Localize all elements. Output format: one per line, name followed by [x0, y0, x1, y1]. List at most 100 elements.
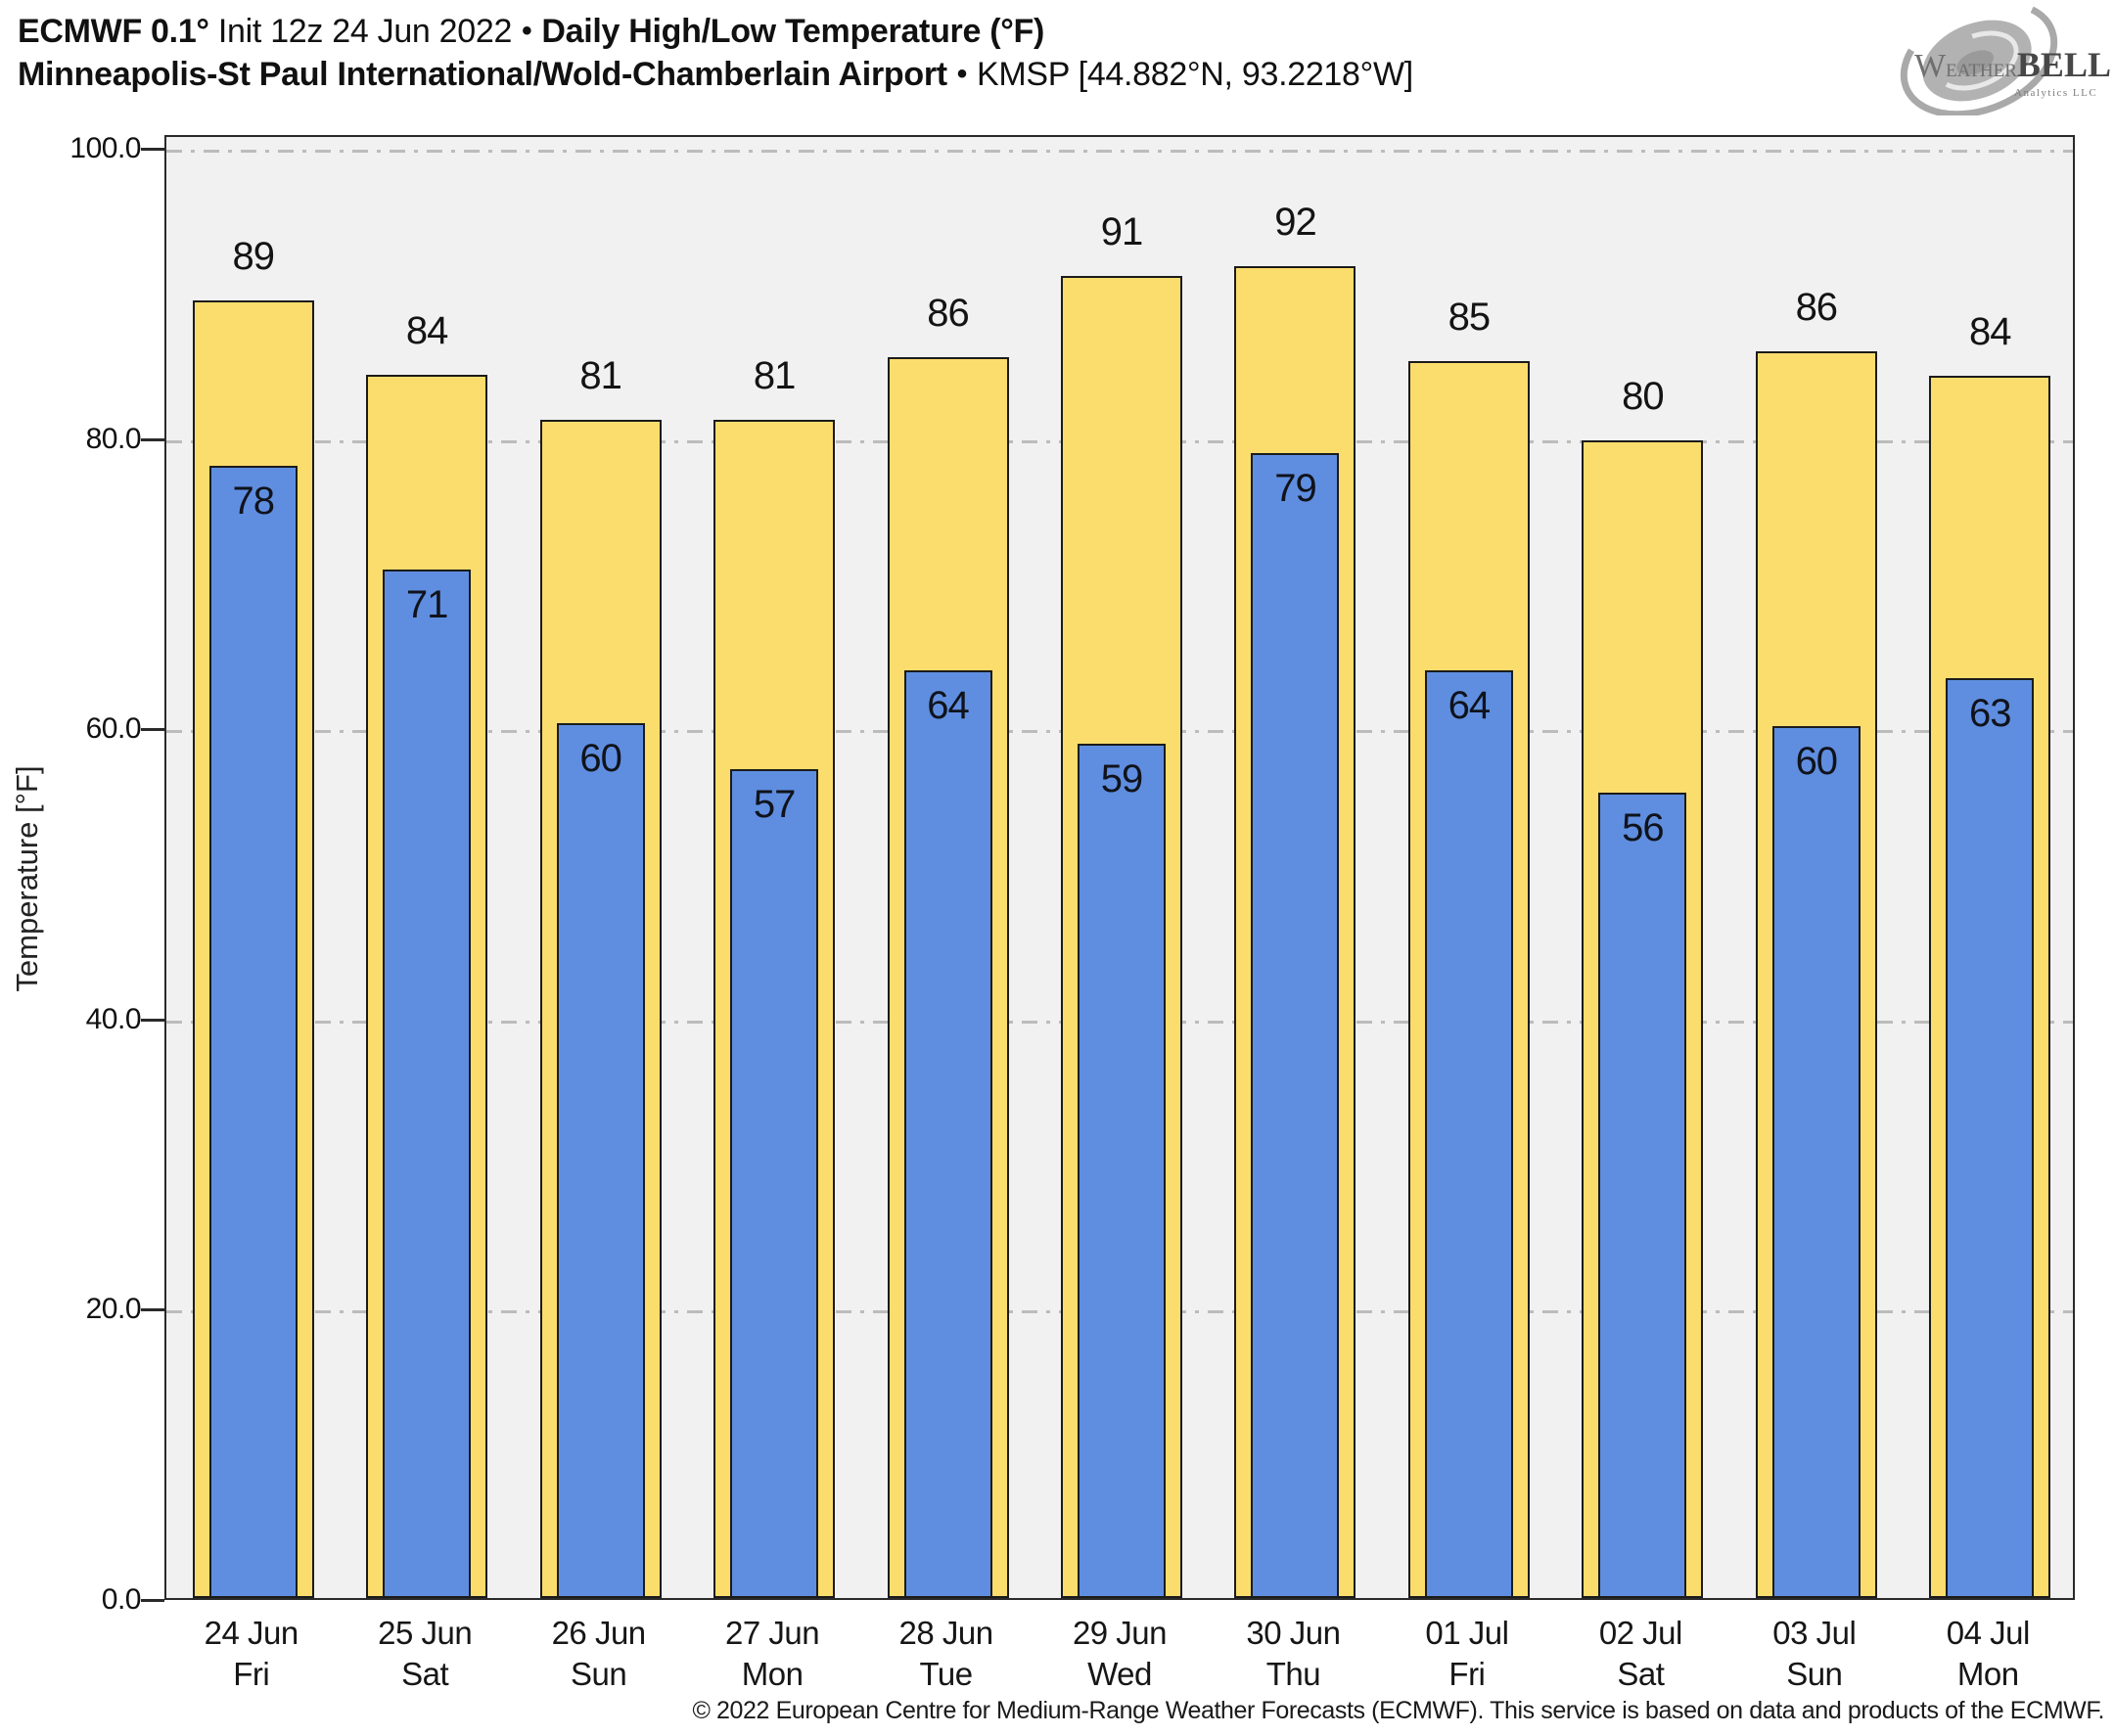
- x-label-day: Mon: [741, 1656, 804, 1692]
- x-label-date: 26 Jun: [551, 1615, 647, 1651]
- low-bar-26-Jun: 60: [556, 722, 645, 1598]
- svg-text:WEATHERBELL: WEATHERBELL: [1914, 45, 2111, 84]
- logo-word-bell: BELL: [2017, 45, 2111, 84]
- x-label-01-Jul: 01 Jul Fri: [1380, 1613, 1553, 1695]
- y-tick-label-40: 40.0: [85, 1002, 142, 1035]
- low-value-label: 60: [1795, 739, 1839, 783]
- title-variable: Daily High/Low Temperature (°F): [541, 13, 1045, 50]
- low-bar-01-Jul: 64: [1424, 670, 1513, 1598]
- low-bar-28-Jun: 64: [903, 670, 992, 1598]
- subtitle-station: Minneapolis-St Paul International/Wold-C…: [18, 56, 947, 93]
- high-value-label: 86: [927, 292, 969, 336]
- x-label-day: Sun: [571, 1656, 627, 1692]
- high-value-label: 91: [1100, 210, 1143, 253]
- chart-title-line2: Minneapolis-St Paul International/Wold-C…: [18, 53, 1413, 96]
- logo-tagline: Analytics LLC: [2014, 87, 2097, 99]
- low-value-label: 59: [1100, 756, 1144, 800]
- high-value-label: 85: [1448, 296, 1491, 340]
- y-tick-mark: [141, 1018, 164, 1022]
- x-label-day: Sat: [1617, 1656, 1665, 1692]
- x-label-04-Jul: 04 Jul Mon: [1902, 1613, 2075, 1695]
- copyright-note: © 2022 European Centre for Medium-Range …: [692, 1697, 2104, 1724]
- subtitle-bullet: •: [956, 58, 968, 90]
- x-label-day: Thu: [1265, 1656, 1321, 1692]
- x-label-day: Fri: [233, 1656, 270, 1692]
- x-label-02-Jul: 02 Jul Sat: [1554, 1613, 1727, 1695]
- x-label-day: Wed: [1087, 1656, 1152, 1692]
- low-bar-24-Jun: 78: [208, 466, 298, 1598]
- x-label-date: 01 Jul: [1425, 1615, 1509, 1651]
- low-bar-02-Jul: 56: [1598, 792, 1687, 1598]
- high-value-label: 86: [1795, 286, 1838, 330]
- high-value-label: 84: [405, 308, 448, 352]
- y-tick-mark: [141, 1308, 164, 1312]
- low-value-label: 60: [579, 736, 622, 780]
- low-value-label: 57: [753, 783, 797, 827]
- low-value-label: 63: [1969, 691, 2012, 735]
- high-value-label: 89: [232, 235, 274, 279]
- low-value-label: 56: [1622, 805, 1665, 849]
- title-init: Init 12z 24 Jun 2022: [217, 13, 513, 50]
- plot-canvas: 89 78 84 71 81 60 81 57 86 64 91 59 92 79 85 64 80 56 86 60…: [166, 137, 2073, 1598]
- low-value-label: 64: [1448, 684, 1492, 728]
- low-value-label: 64: [927, 684, 970, 728]
- chart-title-line1: ECMWF 0.1° Init 12z 24 Jun 2022 • Daily Hi…: [18, 10, 1413, 53]
- high-value-label: 84: [1969, 310, 2011, 354]
- x-label-day: Tue: [919, 1656, 973, 1692]
- title-bullet: •: [522, 15, 532, 47]
- x-label-date: 27 Jun: [725, 1615, 820, 1651]
- x-label-date: 25 Jun: [378, 1615, 473, 1651]
- low-value-label: 71: [405, 582, 449, 626]
- high-value-label: 81: [753, 353, 796, 397]
- x-label-date: 03 Jul: [1772, 1615, 1857, 1651]
- low-value-label: 79: [1274, 466, 1317, 510]
- x-label-day: Sun: [1786, 1656, 1843, 1692]
- y-tick-label-60: 60.0: [85, 712, 142, 746]
- y-tick-mark: [141, 1599, 164, 1602]
- x-axis-labels: 24 Jun Fri 25 Jun Sat 26 Jun Sun 27 Jun Mon 28 J…: [164, 1613, 2075, 1703]
- x-label-date: 24 Jun: [204, 1615, 299, 1651]
- x-label-day: Mon: [1956, 1656, 2019, 1692]
- title-model: ECMWF 0.1°: [18, 13, 209, 50]
- high-value-label: 81: [579, 353, 621, 397]
- x-label-24-Jun: 24 Jun Fri: [164, 1613, 338, 1695]
- weatherbell-logo: WEATHERBELL Analytics LLC: [1900, 2, 2111, 115]
- x-label-date: 04 Jul: [1946, 1615, 2031, 1651]
- low-bar-04-Jul: 63: [1946, 677, 2035, 1598]
- high-value-label: 92: [1274, 200, 1316, 244]
- low-value-label: 78: [232, 480, 275, 524]
- x-label-29-Jun: 29 Jun Wed: [1033, 1613, 1206, 1695]
- x-label-25-Jun: 25 Jun Sat: [338, 1613, 511, 1695]
- low-bar-30-Jun: 79: [1251, 452, 1340, 1598]
- x-label-date: 30 Jun: [1246, 1615, 1341, 1651]
- y-tick-label-80: 80.0: [85, 422, 142, 455]
- high-value-label: 80: [1622, 374, 1664, 418]
- y-tick-label-100: 100.0: [69, 132, 141, 164]
- x-label-26-Jun: 26 Jun Sun: [512, 1613, 685, 1695]
- x-label-date: 28 Jun: [898, 1615, 993, 1651]
- y-tick-mark: [141, 148, 164, 151]
- low-bar-03-Jul: 60: [1771, 725, 1861, 1598]
- x-label-30-Jun: 30 Jun Thu: [1207, 1613, 1380, 1695]
- low-bar-29-Jun: 59: [1078, 743, 1166, 1598]
- x-label-28-Jun: 28 Jun Tue: [859, 1613, 1033, 1695]
- logo-word-w: W: [1914, 48, 1947, 84]
- x-label-date: 02 Jul: [1598, 1615, 1683, 1651]
- y-tick-mark: [141, 437, 164, 441]
- plot-area: 89 78 84 71 81 60 81 57 86 64 91 59 92 79 85 64 80 56 86 60…: [164, 135, 2075, 1600]
- x-label-03-Jul: 03 Jul Sun: [1727, 1613, 1901, 1695]
- gridline-100: [166, 150, 2073, 153]
- y-tick-label-0: 0.0: [101, 1583, 142, 1616]
- low-bar-27-Jun: 57: [730, 769, 819, 1598]
- x-label-day: Sat: [401, 1656, 449, 1692]
- y-tick-label-20: 20.0: [85, 1293, 142, 1326]
- y-tick-mark: [141, 728, 164, 732]
- x-label-day: Fri: [1448, 1656, 1486, 1692]
- low-bar-25-Jun: 71: [383, 569, 472, 1598]
- hurricane-swirl-icon: [1900, 2, 2058, 115]
- chart-header: ECMWF 0.1° Init 12z 24 Jun 2022 • Daily Hi…: [18, 10, 1413, 96]
- logo-word-eather: EATHER: [1946, 61, 2017, 81]
- x-label-date: 29 Jun: [1072, 1615, 1168, 1651]
- x-label-27-Jun: 27 Jun Mon: [685, 1613, 858, 1695]
